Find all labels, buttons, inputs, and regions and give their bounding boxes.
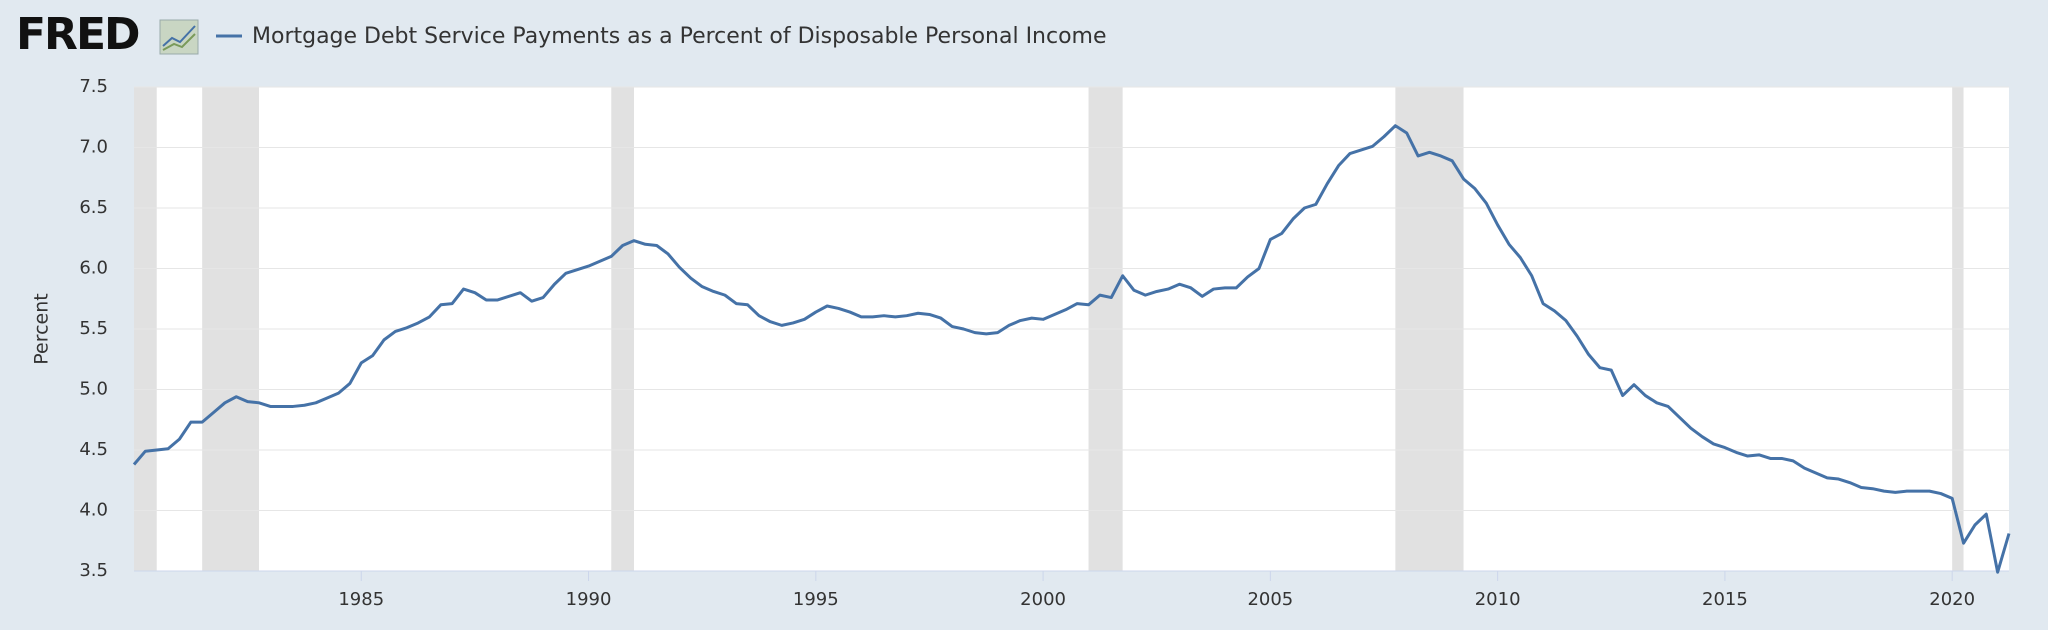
y-tick-label: 6.5: [79, 197, 108, 218]
data-line: [132, 124, 2011, 574]
x-tick-label: 2000: [1020, 589, 1066, 610]
brand-logo: FRED: [16, 9, 139, 60]
x-tick-label: 1995: [793, 589, 839, 610]
x-tick-label: 2005: [1247, 589, 1293, 610]
y-tick-label: 7.0: [79, 137, 108, 158]
y-tick-label: 6.0: [79, 258, 108, 279]
legend-label: Mortgage Debt Service Payments as a Perc…: [252, 24, 1107, 49]
x-tick-label: 2015: [1702, 589, 1748, 610]
y-tick-label: 5.5: [79, 318, 108, 339]
y-tick-label: 4.0: [79, 500, 108, 521]
x-tick-label: 1985: [338, 589, 384, 610]
x-tick-label: 2020: [1929, 589, 1975, 610]
x-tick-label: 2010: [1475, 589, 1521, 610]
y-tick-label: 5.0: [79, 379, 108, 400]
x-tick-label: 1990: [566, 589, 612, 610]
y-tick-label: 7.5: [79, 76, 108, 97]
y-tick-label: 4.5: [79, 439, 108, 460]
logo-icon: [159, 19, 199, 55]
y-tick-label: 3.5: [79, 560, 108, 581]
y-axis-label: Percent: [31, 293, 53, 365]
